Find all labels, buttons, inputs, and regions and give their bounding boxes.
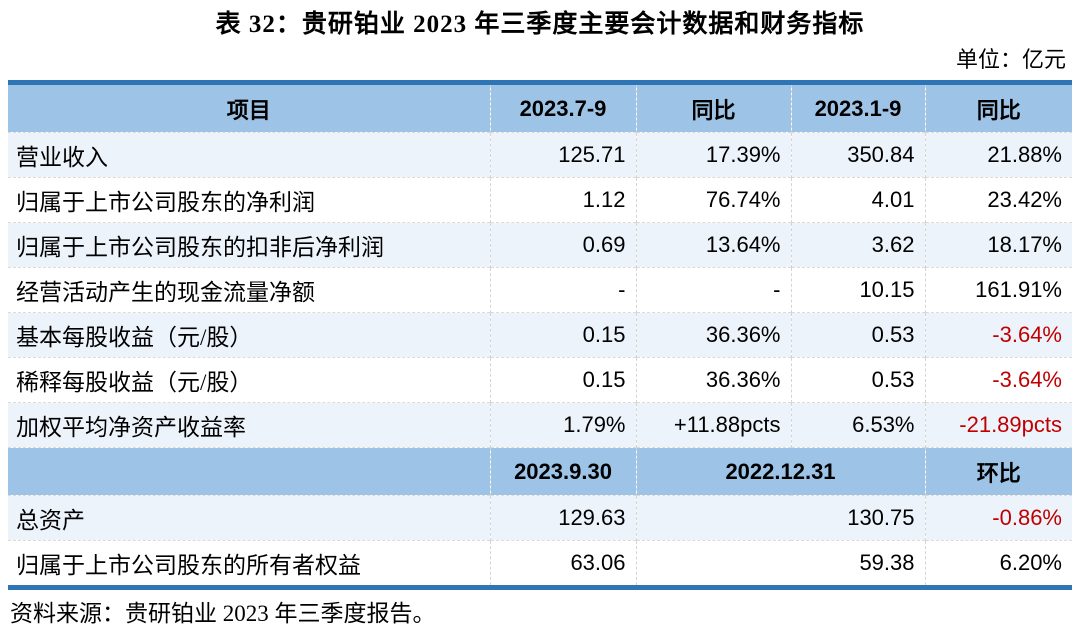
value-ytd: 0.53 [791,357,926,403]
header-row-balance-sheet: 2023.9.30 2022.12.31 环比 [8,447,1072,496]
table-row-deducted-net-profit: 归属于上市公司股东的扣非后净利润 0.69 13.64% 3.62 18.17% [8,222,1072,268]
value-ytd: 3.62 [791,222,926,268]
value-ytd-yoy: 161.91% [925,267,1072,313]
value-ytd-yoy-negative: -3.64% [925,357,1072,403]
column-header-empty [8,447,491,496]
value-q3-yoy: 17.39% [636,132,792,178]
column-header-2022-12-31: 2022.12.31 [636,447,926,496]
value-q3: 0.69 [490,222,637,268]
value-ytd: 6.53% [791,402,926,448]
column-header-yoy-ytd: 同比 [925,82,1072,133]
table-row-weighted-roe: 加权平均净资产收益率 1.79% +11.88pcts 6.53% -21.89… [8,402,1072,448]
value-q3-yoy: 76.74% [636,177,792,223]
row-label: 归属于上市公司股东的净利润 [8,177,491,223]
value-q3-yoy: +11.88pcts [636,402,792,448]
table-row-net-profit: 归属于上市公司股东的净利润 1.12 76.74% 4.01 23.42% [8,177,1072,223]
column-header-yoy-quarter: 同比 [636,82,792,133]
unit-label: 单位：亿元 [955,47,1066,72]
column-header-2023-1-9: 2023.1-9 [791,82,926,133]
value-q3: - [490,267,637,313]
value-ytd-yoy: 18.17% [925,222,1072,268]
value-ytd-yoy: 23.42% [925,177,1072,223]
value-q3: 1.79% [490,402,637,448]
row-label: 总资产 [8,495,491,541]
value-2023-9-30: 63.06 [490,540,637,588]
table-title: 表 32：贵研铂业 2023 年三季度主要会计数据和财务指标 [215,11,865,38]
value-2022-12-31: 130.75 [636,495,926,541]
value-2022-12-31: 59.38 [636,540,926,588]
row-label: 经营活动产生的现金流量净额 [8,267,491,313]
row-label: 加权平均净资产收益率 [8,402,491,448]
value-q3: 0.15 [490,357,637,403]
value-ytd-yoy-negative: -3.64% [925,312,1072,358]
table-row-revenue: 营业收入 125.71 17.39% 350.84 21.88% [8,132,1072,178]
row-label: 归属于上市公司股东的扣非后净利润 [8,222,491,268]
column-header-2023-7-9: 2023.7-9 [490,82,637,133]
value-q3-yoy: 13.64% [636,222,792,268]
value-ytd-yoy-negative: -21.89pcts [925,402,1072,448]
value-2023-9-30: 129.63 [490,495,637,541]
value-ytd: 350.84 [791,132,926,178]
table-row-diluted-eps: 稀释每股收益（元/股） 0.15 36.36% 0.53 -3.64% [8,357,1072,403]
value-q3: 0.15 [490,312,637,358]
value-q3-yoy: 36.36% [636,357,792,403]
header-row-quarterly: 项目 2023.7-9 同比 2023.1-9 同比 [8,82,1072,133]
row-label: 归属于上市公司股东的所有者权益 [8,540,491,588]
value-ytd: 10.15 [791,267,926,313]
value-qoq-negative: -0.86% [925,495,1072,541]
table-row-total-assets: 总资产 129.63 130.75 -0.86% [8,495,1072,541]
table-row-operating-cash-flow: 经营活动产生的现金流量净额 - - 10.15 161.91% [8,267,1072,313]
row-label: 稀释每股收益（元/股） [8,357,491,403]
value-qoq: 6.20% [925,540,1072,588]
table-row-owners-equity: 归属于上市公司股东的所有者权益 63.06 59.38 6.20% [8,540,1072,588]
column-header-item: 项目 [8,82,491,133]
value-ytd: 4.01 [791,177,926,223]
value-q3-yoy: 36.36% [636,312,792,358]
value-ytd: 0.53 [791,312,926,358]
value-ytd-yoy: 21.88% [925,132,1072,178]
value-q3: 125.71 [490,132,637,178]
table-row-basic-eps: 基本每股收益（元/股） 0.15 36.36% 0.53 -3.64% [8,312,1072,358]
data-source-note: 资料来源：贵研铂业 2023 年三季度报告。 [10,601,436,626]
row-label: 基本每股收益（元/股） [8,312,491,358]
column-header-qoq: 环比 [925,447,1072,496]
row-label: 营业收入 [8,132,491,178]
column-header-2023-9-30: 2023.9.30 [490,447,637,496]
financial-indicators-table: 项目 2023.7-9 同比 2023.1-9 同比 营业收入 125.71 1… [8,80,1072,590]
value-q3-yoy: - [636,267,792,313]
value-q3: 1.12 [490,177,637,223]
